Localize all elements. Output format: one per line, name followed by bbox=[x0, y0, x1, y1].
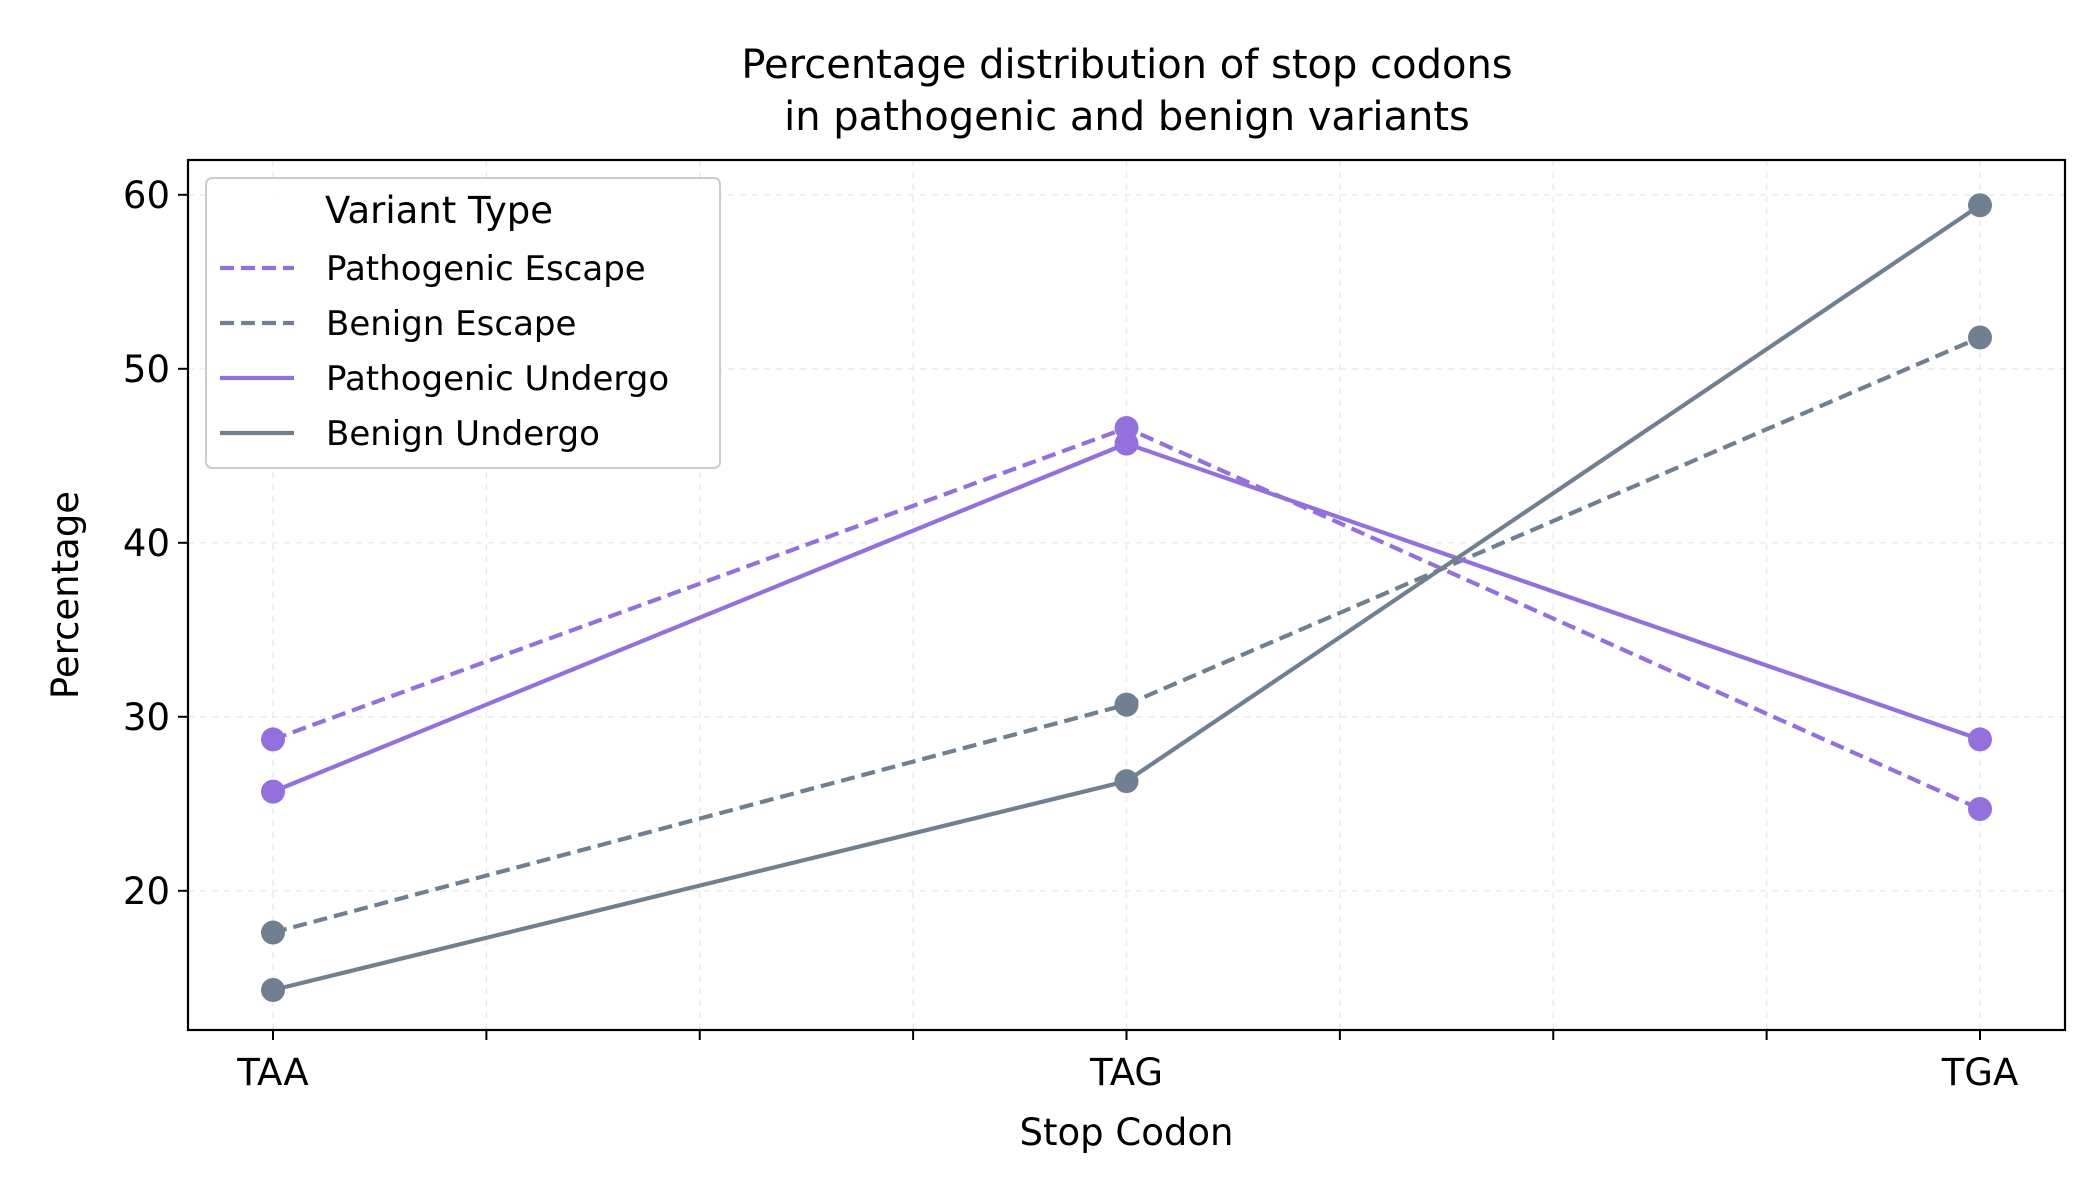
legend-label: Pathogenic Undergo bbox=[326, 359, 669, 399]
legend-label: Pathogenic Escape bbox=[326, 249, 646, 289]
x-tick-label: TGA bbox=[1941, 1051, 2019, 1094]
y-tick-label: 60 bbox=[123, 174, 170, 217]
x-axis-label: Stop Codon bbox=[1020, 1111, 1234, 1154]
series-pathogenic-undergo bbox=[261, 431, 1992, 804]
y-tick-label: 40 bbox=[123, 522, 170, 565]
data-point bbox=[1968, 325, 1992, 350]
data-point bbox=[1968, 797, 1992, 822]
x-tick-label: TAA bbox=[236, 1051, 308, 1094]
data-point bbox=[1968, 727, 1992, 752]
data-point bbox=[261, 779, 285, 804]
data-point bbox=[1114, 692, 1139, 717]
y-axis-label: Percentage bbox=[44, 491, 87, 699]
x-tick-label: TAG bbox=[1089, 1051, 1163, 1094]
data-point bbox=[1114, 431, 1139, 456]
legend-box bbox=[205, 177, 721, 469]
data-point bbox=[261, 920, 285, 945]
axis-ticks: 20 30 40 50 60 TAA TAG TGA bbox=[123, 174, 2018, 1094]
chart-title-line: Percentage distribution of stop codons bbox=[741, 42, 1512, 88]
chart-title-line: in pathogenic and benign variants bbox=[784, 94, 1470, 140]
legend-title: Variant Type bbox=[325, 189, 553, 232]
data-point bbox=[261, 727, 285, 752]
series-lines bbox=[261, 193, 1992, 1002]
chart-title: Percentage distribution of stop codons in… bbox=[741, 42, 1512, 140]
legend-label: Benign Undergo bbox=[326, 414, 600, 454]
series-benign-undergo bbox=[261, 193, 1992, 1002]
y-tick-label: 30 bbox=[123, 696, 170, 739]
series-benign-escape bbox=[261, 325, 1992, 945]
y-tick-label: 20 bbox=[123, 870, 170, 913]
data-point bbox=[261, 977, 285, 1002]
legend: Variant Type Pathogenic Escape Benign Esca… bbox=[205, 177, 721, 469]
data-point bbox=[1968, 193, 1992, 218]
legend-label: Benign Escape bbox=[326, 304, 576, 344]
data-point bbox=[1114, 769, 1139, 794]
y-tick-label: 50 bbox=[123, 348, 170, 391]
